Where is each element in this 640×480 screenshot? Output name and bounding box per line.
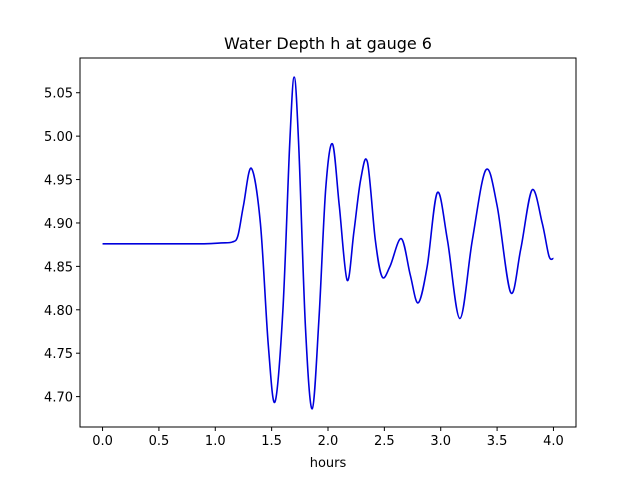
x-tick-label: 3.5 [487, 434, 508, 449]
y-tick-label: 5.00 [44, 130, 73, 145]
chart-title: Water Depth h at gauge 6 [224, 34, 432, 53]
y-axis: 4.70 4.75 4.80 4.85 4.90 4.95 5.00 5.05 [44, 87, 80, 406]
x-tick-label: 1.5 [261, 434, 282, 449]
x-tick-label: 0.5 [149, 434, 170, 449]
y-tick-label: 4.80 [44, 304, 73, 319]
x-tick-label: 3.0 [430, 434, 451, 449]
y-tick-label: 5.05 [44, 87, 73, 102]
x-axis-label: hours [310, 456, 347, 471]
y-tick-label: 4.85 [44, 260, 73, 275]
x-tick-label: 4.0 [543, 434, 564, 449]
y-tick-label: 4.70 [44, 391, 73, 406]
x-axis: 0.0 0.5 1.0 1.5 2.0 2.5 3.0 3.5 4.0 [92, 427, 564, 449]
x-tick-label: 2.0 [318, 434, 339, 449]
y-tick-label: 4.90 [44, 217, 73, 232]
x-tick-label: 0.0 [92, 434, 113, 449]
x-tick-label: 2.5 [374, 434, 395, 449]
plot-area [102, 76, 554, 410]
series-line-0 [102, 76, 554, 410]
y-tick-label: 4.95 [44, 174, 73, 189]
x-tick-label: 1.0 [205, 434, 226, 449]
y-tick-label: 4.75 [44, 347, 73, 362]
